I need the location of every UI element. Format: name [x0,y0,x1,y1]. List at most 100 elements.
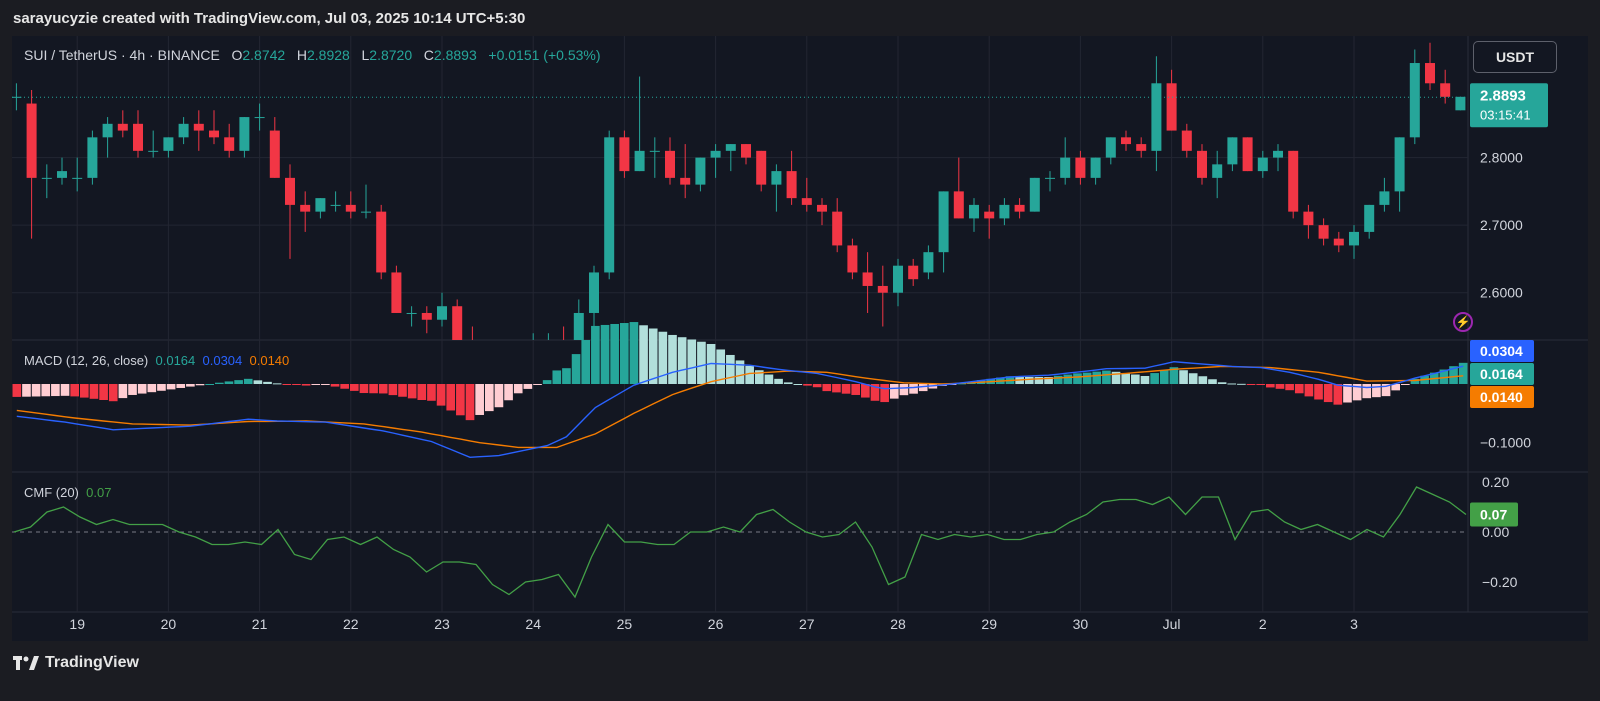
macd-hist-value: 0.0164 [155,353,196,368]
macd-histogram-bar [562,368,571,384]
macd-histogram-bar [292,384,301,385]
candle-body [1440,83,1451,97]
macd-histogram-bar [465,384,475,421]
x-tick-label: Jul [1163,616,1181,632]
candle-body [1288,150,1299,212]
macd-histogram-bar [1140,375,1150,384]
macd-histogram-bar [31,384,41,397]
symbol-title: SUI / TetherUS · 4h · BINANCE [24,47,220,63]
macd-histogram-bar [186,384,195,387]
macd-histogram-bar [436,384,446,406]
candle-body [437,306,447,320]
candle-body [345,204,356,212]
low-label: L [361,47,370,63]
x-tick-label: 30 [1073,616,1089,632]
candle-body [1273,150,1283,158]
macd-value-badge [1470,386,1534,408]
open-value: 2.8742 [242,47,286,63]
high-value: 2.8928 [307,47,350,63]
macd-histogram-bar [243,378,253,384]
macd-histogram-bar [1073,373,1082,384]
candle-body [1181,130,1192,151]
macd-histogram-bar [735,360,745,384]
candle-body [1151,83,1162,151]
macd-histogram-bar [1198,376,1208,384]
candles [12,42,1466,340]
macd-histogram-bar [1208,379,1217,384]
macd-pane [12,322,1468,459]
macd-histogram-bar [774,378,783,384]
macd-histogram-bar [301,384,311,386]
price-tick-label: 2.6000 [1480,285,1523,301]
macd-histogram-bar [1304,384,1314,397]
candle-body [969,204,979,219]
macd-histogram-bar [1343,384,1352,403]
candle-body [1394,137,1405,192]
macd-histogram-bar [1410,378,1420,384]
macd-histogram-bar [224,381,234,384]
macd-histogram-bar [321,384,330,385]
macd-histogram-bar [697,341,706,384]
macd-histogram-bar [1246,384,1256,385]
macd-histogram-bar [1102,370,1111,384]
macd-histogram-bar [1237,383,1246,385]
candle-body [771,171,782,185]
macd-histogram-bar [899,384,909,396]
macd-histogram-bar [629,322,639,384]
x-tick-label: 27 [799,616,815,632]
candle-body [1029,177,1040,212]
macd-histogram-bar [745,365,754,384]
macd-histogram-bar [51,384,60,397]
candle-body [406,312,417,314]
x-tick-label: 19 [69,616,85,632]
tradingview-logo-icon [13,656,39,670]
symbol-legend[interactable]: SUI / TetherUS · 4h · BINANCE O2.8742 H2… [24,47,601,63]
candle-body [330,204,341,206]
candle-body [801,198,812,205]
macd-histogram-bar [195,384,205,386]
candle-body [254,117,265,119]
candle-body [72,177,83,179]
candle-body [756,150,767,185]
macd-histogram-bar [272,383,282,385]
candle-body [923,252,934,273]
macd-legend[interactable]: MACD (12, 26, close) 0.0164 0.0304 0.014… [24,353,289,368]
macd-histogram-bar [754,370,764,384]
candle-body [1364,204,1375,232]
currency-button[interactable]: USDT [1473,41,1557,73]
macd-histogram-bar [542,380,552,384]
macd-histogram-bar [533,384,542,385]
macd-histogram-bar [803,384,812,386]
macd-histogram-bar [1063,374,1073,384]
candle-body [680,177,691,185]
candle-body [695,157,706,185]
macd-histogram-bar [1150,373,1159,384]
macd-histogram-bar [1121,373,1131,384]
candle-body [1197,150,1207,178]
macd-histogram-bar [1159,370,1169,384]
candle-body [300,204,311,212]
macd-histogram-bar [523,384,533,389]
macd-histogram-bar [851,384,861,395]
macd-histogram-bar [918,384,928,392]
macd-histogram-bar [1333,384,1343,405]
candle-body [1455,96,1466,111]
candle-body [1425,63,1435,84]
macd-histogram-bar [687,339,697,384]
countdown-label: 03:15:41 [1480,107,1531,122]
candle-body [877,285,888,293]
macd-histogram-bar [889,384,899,399]
candle-body [452,306,463,340]
macd-histogram-bar [1024,376,1034,384]
macd-histogram-bar [793,384,803,385]
cmf-legend-value: 0.07 [86,485,112,500]
cmf-legend[interactable]: CMF (20) 0.07 [24,485,111,500]
lightning-icon[interactable]: ⚡ [1453,312,1473,332]
macd-histogram-bar [1372,384,1381,398]
candle-body [847,245,858,273]
candle-body [224,137,235,151]
last-price-badge [1470,83,1548,128]
candle-body [665,150,675,178]
tradingview-logo[interactable]: TradingView [13,654,139,672]
